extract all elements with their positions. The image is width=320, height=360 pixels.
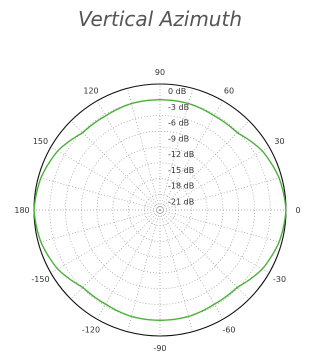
angle-tick-label: 0 [295,206,300,215]
angle-tick-label: 180 [14,206,29,215]
angle-tick-label: 30 [274,137,284,146]
grid-spoke [96,100,161,211]
grid-spoke [159,209,250,300]
radial-label: 0 dB [168,87,186,96]
chart-title: Vertical Azimuth [77,7,242,31]
radial-label: -15 dB [168,166,194,175]
grid-spoke [70,120,161,211]
grid-spoke [159,209,282,243]
grid-spoke [159,100,224,211]
angle-tick-label: 60 [224,86,234,95]
angle-tick-label: -150 [31,275,49,284]
angular-tick-labels: 90 60 30 0 -30 -60 -90 -120 -150 180 150 120 [14,68,300,353]
grid-spoke [96,209,161,320]
grid-ring [96,146,224,274]
polar-grid [33,83,287,337]
grid-spoke [50,209,161,274]
grid-ring [80,130,240,290]
grid-spoke [159,146,270,211]
grid-ring [128,178,192,242]
angle-tick-label: -90 [153,344,166,353]
radial-label: -21 dB [168,197,194,206]
radial-label: -9 dB [168,134,189,143]
angle-tick-label: 90 [155,68,165,77]
grid-spoke [38,209,161,243]
angle-tick-label: -30 [273,275,286,284]
grid-spoke [38,177,161,211]
radial-label: -18 dB [168,182,194,191]
grid-spoke [159,209,193,332]
grid-spoke [127,209,161,332]
grid-ring [65,115,255,305]
radial-label: -12 dB [168,150,194,159]
grid-spoke [70,209,161,300]
series-layer [33,99,287,321]
grid-spoke [159,209,224,320]
grid-ring [143,193,177,227]
radial-label: -3 dB [168,103,189,112]
angle-tick-label: -60 [222,326,235,335]
angle-tick-label: 150 [33,137,48,146]
radial-label: -6 dB [168,119,189,128]
radial-labels: 0 dB -3 dB -6 dB -9 dB -12 dB -15 dB -18 dB -21… [168,87,194,206]
series-line [33,99,287,321]
grid-spoke [159,209,270,274]
angle-tick-label: -120 [82,326,100,335]
grid-ring [112,162,208,258]
grid-spoke [50,146,161,211]
angle-tick-label: 120 [83,86,98,95]
